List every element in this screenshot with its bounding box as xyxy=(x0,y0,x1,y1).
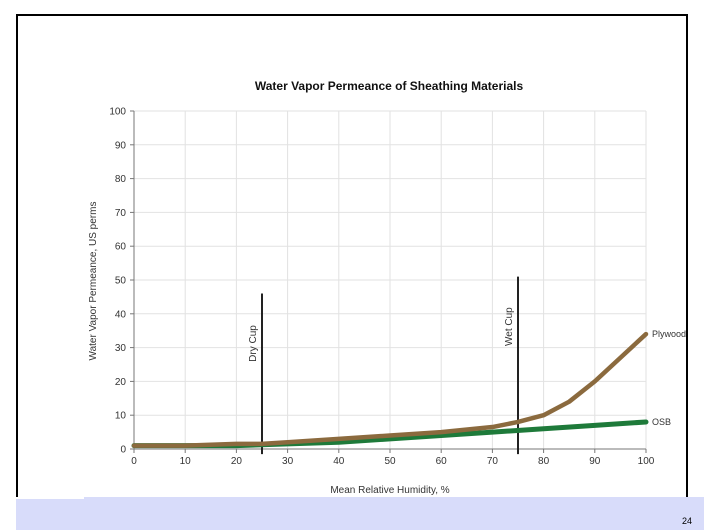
y-tick-label: 20 xyxy=(115,377,127,388)
page-number: 24 xyxy=(681,516,692,526)
footer-divider xyxy=(16,497,84,499)
y-tick-label: 0 xyxy=(120,445,126,456)
chart-title: Water Vapor Permeance of Sheathing Mater… xyxy=(255,79,524,93)
footer-bar xyxy=(16,497,704,530)
y-tick-label: 30 xyxy=(115,343,127,354)
dry-cup-marker-label: Dry Cup xyxy=(248,325,259,362)
plywood-series-line xyxy=(131,331,649,448)
x-tick-label: 40 xyxy=(333,456,345,467)
x-tick-label: 100 xyxy=(638,456,655,467)
wet-cup-marker-label: Wet Cup xyxy=(504,307,515,346)
x-axis-label: Mean Relative Humidity, % xyxy=(330,485,449,496)
x-tick-label: 30 xyxy=(282,456,294,467)
x-tick-label: 70 xyxy=(487,456,499,467)
y-tick-label: 40 xyxy=(115,309,127,320)
permeance-chart: Water Vapor Permeance of Sheathing Mater… xyxy=(88,79,686,496)
x-tick-label: 0 xyxy=(131,456,137,467)
x-tick-label: 20 xyxy=(231,456,243,467)
osb-series-label: OSB xyxy=(652,417,671,427)
x-tick-label: 60 xyxy=(436,456,448,467)
y-tick-label: 50 xyxy=(115,276,127,287)
plywood-series-label: Plywood xyxy=(652,329,686,339)
x-tick-label: 50 xyxy=(384,456,396,467)
x-tick-label: 90 xyxy=(589,456,601,467)
y-tick-label: 100 xyxy=(109,107,126,118)
y-axis-label: Water Vapor Permeance, US perms xyxy=(88,202,99,361)
y-tick-label: 10 xyxy=(115,411,127,422)
y-tick-label: 80 xyxy=(115,174,127,185)
y-tick-label: 90 xyxy=(115,140,127,151)
y-tick-label: 70 xyxy=(115,208,127,219)
y-tick-label: 60 xyxy=(115,242,127,253)
x-tick-label: 80 xyxy=(538,456,550,467)
x-tick-label: 10 xyxy=(180,456,192,467)
